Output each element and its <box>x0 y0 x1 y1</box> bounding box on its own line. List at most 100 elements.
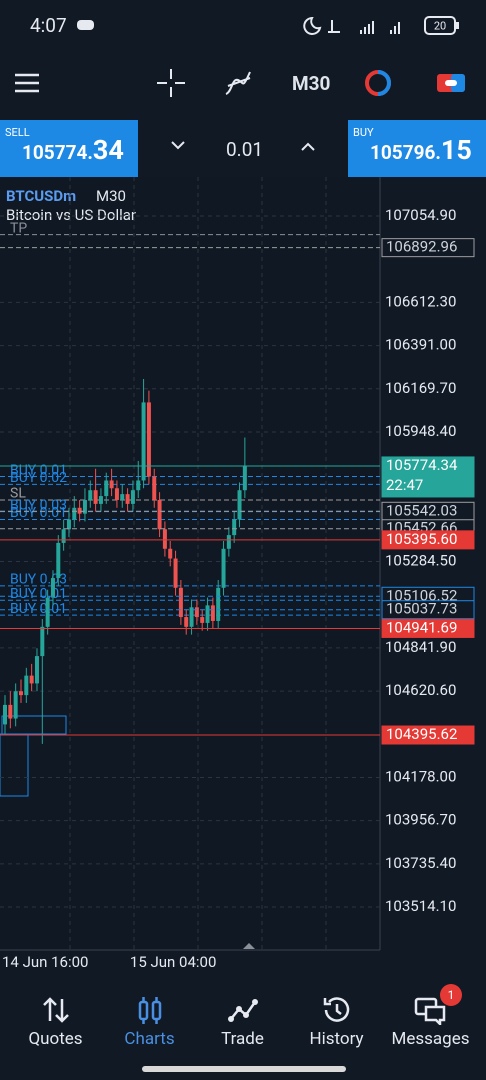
order-label: BUY 0.03 <box>10 497 67 513</box>
candle-body <box>168 548 173 559</box>
candle-body <box>178 587 183 618</box>
candle-body <box>125 494 130 504</box>
candle-body <box>173 558 178 588</box>
menu-button[interactable] <box>14 72 40 94</box>
nav-messages[interactable]: Messages <box>382 975 479 1049</box>
home-indicator <box>142 1066 346 1072</box>
box <box>0 733 29 797</box>
candle-body <box>8 704 13 719</box>
sell-button[interactable]: SELL 105774.34 <box>0 120 138 177</box>
sell-price: 105774. <box>22 141 93 164</box>
candle-body <box>205 605 210 623</box>
candle-body <box>109 480 114 489</box>
toolbar: M30 <box>0 52 486 118</box>
candle-body <box>184 617 189 627</box>
indicators-button[interactable] <box>224 68 254 98</box>
level-label: 104941.69 <box>386 618 457 636</box>
lot-up[interactable] <box>300 140 316 152</box>
level-label: 105774.34 <box>386 456 458 474</box>
candle-body <box>104 480 109 497</box>
y-tick-label: 103735.40 <box>385 854 456 872</box>
buy-button[interactable]: BUY 105796.15 <box>348 120 486 177</box>
nav-label: Charts <box>124 1029 175 1049</box>
chart: BTCUSDm M30 Bitcoin vs US Dollar 107054.… <box>0 177 475 971</box>
candle-body <box>34 656 39 684</box>
y-tick-label: 106612.30 <box>385 292 456 310</box>
candle-body <box>157 499 162 530</box>
y-tick-label: 103514.10 <box>385 897 456 915</box>
candle-body <box>216 587 221 621</box>
battery: 20 <box>424 16 459 35</box>
y-tick-label: 104841.90 <box>385 638 456 656</box>
candle-body <box>18 691 23 696</box>
nav-trade[interactable]: Trade <box>194 975 291 1049</box>
icon <box>42 997 69 1023</box>
candle-body <box>93 490 98 504</box>
buy-price: 105796. <box>370 141 441 164</box>
y-tick-label: 106169.70 <box>385 379 456 397</box>
sell-label: SELL <box>5 126 30 139</box>
candle-body <box>221 548 226 588</box>
y-tick-label: 103956.70 <box>385 811 456 829</box>
candle-body <box>40 626 45 657</box>
bottom-nav: Quotes Charts Trade History Messages 1 <box>0 975 486 1065</box>
nav-label: Messages <box>391 1029 470 1049</box>
candle-body <box>56 542 61 579</box>
nav-charts[interactable]: Charts <box>101 975 198 1049</box>
candle-body <box>13 691 18 719</box>
nav-label: Quotes <box>28 1029 83 1049</box>
candle-body <box>162 529 167 549</box>
sell-price-pips: 34 <box>92 134 124 166</box>
candle-body <box>226 535 231 549</box>
level-sublabel: 22:47 <box>386 476 423 494</box>
nav-quotes[interactable]: Quotes <box>7 975 104 1049</box>
lot-down[interactable] <box>170 140 186 152</box>
scroll-marker <box>243 943 255 949</box>
candle-body <box>210 605 215 621</box>
candle-body <box>29 675 34 684</box>
candle-body <box>50 578 55 598</box>
candle-body <box>98 496 103 504</box>
buy-label: BUY <box>353 126 374 139</box>
nav-history[interactable]: History <box>288 975 385 1049</box>
icon <box>323 997 349 1022</box>
trade-button[interactable] <box>436 72 466 96</box>
candle-body <box>232 519 237 536</box>
candle-body <box>88 490 93 500</box>
level-tag <box>381 618 475 638</box>
plot-area <box>0 177 380 950</box>
candle-body <box>72 507 77 520</box>
level-tag <box>381 530 475 550</box>
candle-body <box>152 476 157 500</box>
level-label: 106892.96 <box>386 238 457 256</box>
candle-body <box>45 597 50 627</box>
timeframe-button[interactable]: M30 <box>292 72 331 95</box>
icon <box>227 999 258 1022</box>
candle-body <box>3 704 7 725</box>
status-icon <box>77 20 94 30</box>
order-label: BUY 0.02 <box>10 470 67 486</box>
crosshair-button[interactable] <box>156 68 186 98</box>
x-tick-label: 14 Jun 16:00 <box>2 953 88 971</box>
lot-size[interactable]: 0.01 <box>226 138 264 161</box>
candle-body <box>77 507 82 514</box>
chart-timeframe: M30 <box>96 187 126 205</box>
level-tag <box>381 238 475 258</box>
notification-badge: 1 <box>440 984 462 1006</box>
y-tick-label: 106391.00 <box>385 336 456 354</box>
level-label: 105395.60 <box>386 530 457 548</box>
candle-body <box>24 675 29 696</box>
y-tick-label: 104178.00 <box>385 767 456 785</box>
objects-button[interactable] <box>364 70 394 100</box>
candle-body <box>130 490 135 504</box>
buy-price-pips: 15 <box>440 134 472 166</box>
status-icons <box>303 16 400 35</box>
level-label: 105106.52 <box>386 586 457 604</box>
level-tag <box>381 456 475 498</box>
candle-body <box>200 617 205 623</box>
y-tick-label: 104620.60 <box>385 681 456 699</box>
candle-body <box>237 490 242 520</box>
candle-body <box>141 402 146 481</box>
